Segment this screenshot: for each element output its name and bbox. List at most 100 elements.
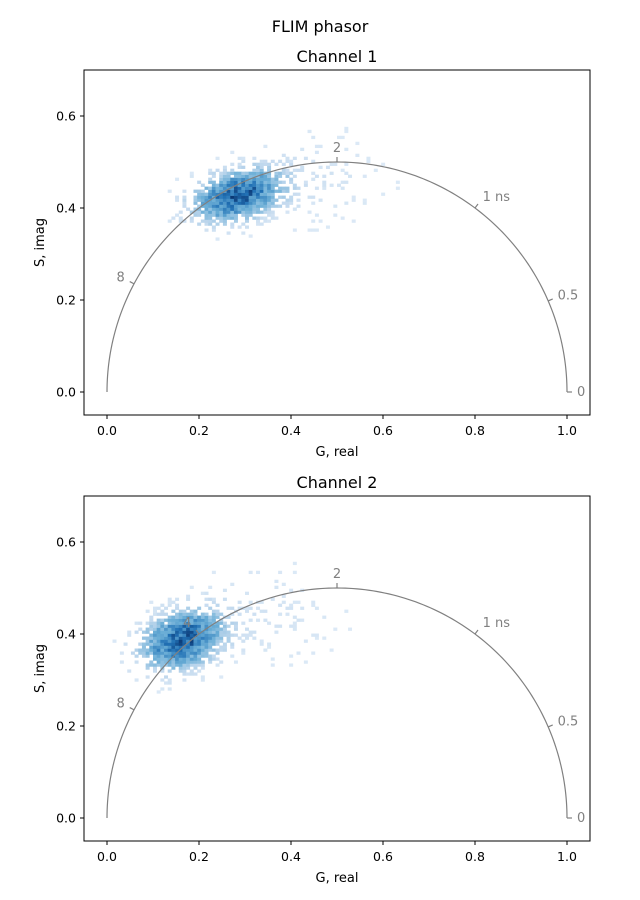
histogram-bin xyxy=(267,174,272,178)
histogram-bin xyxy=(241,195,246,199)
histogram-bin xyxy=(289,201,294,205)
histogram-bin xyxy=(237,210,242,214)
histogram-bin xyxy=(300,606,305,610)
histogram-bin xyxy=(186,636,191,640)
x-tick-label: 1.0 xyxy=(557,849,577,864)
histogram-bin xyxy=(237,192,242,196)
histogram-bin xyxy=(164,663,169,667)
histogram-bin xyxy=(197,618,202,622)
histogram-bin xyxy=(296,192,301,196)
histogram-bin xyxy=(134,660,139,664)
histogram-bin xyxy=(314,150,319,155)
histogram-bin xyxy=(263,210,268,214)
histogram-bin xyxy=(259,189,264,193)
histogram-bin xyxy=(153,636,157,640)
histogram-bin xyxy=(267,186,272,190)
histogram-bin xyxy=(178,669,183,673)
histogram-bin xyxy=(267,195,272,199)
histogram-bin xyxy=(197,669,202,673)
histogram-bin xyxy=(204,228,209,232)
lifetime-tick xyxy=(129,281,135,285)
histogram-bin xyxy=(189,636,194,640)
histogram-bin xyxy=(285,171,290,175)
histogram-bin xyxy=(211,615,216,619)
histogram-bin xyxy=(252,216,257,220)
histogram-bin xyxy=(145,621,150,625)
histogram-bin xyxy=(211,630,216,634)
histogram-bin xyxy=(171,630,176,634)
histogram-bin xyxy=(219,177,224,181)
histogram-bin xyxy=(193,627,198,631)
histogram-bin xyxy=(171,660,176,664)
x-axis-label: G, real xyxy=(316,871,359,886)
histogram-bin xyxy=(175,606,180,610)
histogram-bin xyxy=(167,678,172,682)
histogram-bin xyxy=(333,162,338,166)
histogram-bin xyxy=(208,630,213,634)
histogram-bin xyxy=(215,624,220,628)
histogram-bin xyxy=(160,612,165,616)
histogram-bin xyxy=(197,204,202,208)
histogram-bin xyxy=(222,171,227,175)
histogram-bin xyxy=(270,597,275,601)
histogram-bin xyxy=(193,210,198,214)
histogram-bin xyxy=(167,624,172,628)
histogram-bin xyxy=(200,663,205,667)
histogram-bin xyxy=(259,177,264,181)
histogram-bin xyxy=(138,651,143,655)
histogram-bin xyxy=(189,216,194,220)
histogram-bin xyxy=(233,204,238,208)
histogram-bin xyxy=(241,186,246,190)
histogram-bin xyxy=(300,618,305,622)
x-tick-label: 0.4 xyxy=(281,849,301,864)
histogram-bin xyxy=(222,210,227,214)
histogram-bin xyxy=(175,636,180,640)
histogram-bin xyxy=(289,654,294,658)
histogram-bin xyxy=(329,171,334,175)
histogram-bin xyxy=(226,639,231,643)
histogram-bin xyxy=(175,615,180,619)
histogram-bin xyxy=(252,636,257,640)
histogram-bin xyxy=(259,165,264,169)
histogram-bin xyxy=(189,219,194,223)
histogram-bin xyxy=(204,639,209,643)
histogram-bin xyxy=(200,201,205,205)
histogram-bin xyxy=(200,645,205,649)
histogram-bin xyxy=(186,648,191,652)
histogram-bin xyxy=(197,180,202,184)
histogram-bin xyxy=(200,639,205,643)
histogram-bin xyxy=(241,159,246,163)
histogram-bin xyxy=(256,570,261,575)
histogram-bin xyxy=(281,168,286,172)
y-tick-label: 0.0 xyxy=(56,811,76,826)
histogram-bin xyxy=(259,162,264,166)
histogram-bin xyxy=(193,618,198,622)
histogram-bin xyxy=(263,198,268,202)
histogram-bin xyxy=(186,630,191,634)
histogram-bin xyxy=(182,636,187,640)
histogram-bin xyxy=(153,606,157,610)
histogram-bin xyxy=(208,639,213,643)
histogram-bin xyxy=(281,153,286,158)
histogram-bin xyxy=(259,210,264,214)
histogram-bin xyxy=(204,636,209,640)
histogram-bin xyxy=(314,174,319,178)
histogram-bin xyxy=(156,660,161,664)
x-tick-label: 0.0 xyxy=(97,849,117,864)
histogram-bin xyxy=(189,618,194,622)
lifetime-label: 1 ns xyxy=(483,190,511,205)
histogram-bin xyxy=(211,570,216,575)
histogram-bin xyxy=(281,162,286,166)
histogram-bin xyxy=(149,636,154,640)
histogram-bin xyxy=(204,624,209,628)
histogram-bin xyxy=(215,636,220,640)
histogram-bin xyxy=(289,180,294,184)
histogram-bin xyxy=(145,666,150,670)
histogram-bin xyxy=(222,630,227,634)
histogram-bin xyxy=(197,639,202,643)
histogram-bin xyxy=(145,648,150,652)
histogram-bin xyxy=(175,612,180,616)
histogram-bin xyxy=(160,645,165,649)
histogram-bin xyxy=(160,648,165,652)
histogram-bin xyxy=(182,678,187,682)
